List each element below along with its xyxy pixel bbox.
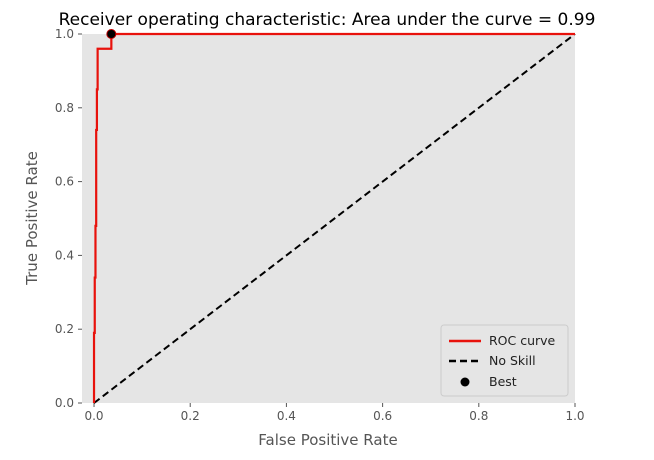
legend-roc-label: ROC curve: [489, 333, 556, 348]
no-skill-line: [93, 33, 576, 404]
y-tick-label: 0.2: [55, 322, 74, 336]
y-tick-label: 1.0: [55, 27, 74, 41]
y-tick-label: 0.6: [55, 175, 74, 189]
roc-curve-line: [92, 32, 575, 403]
y-axis-label: True Positive Rate: [23, 151, 41, 286]
y-tick-label: 0.8: [55, 101, 74, 115]
y-tick-label: 0.0: [55, 396, 74, 410]
legend: ROC curve No Skill Best: [440, 324, 569, 397]
x-tick-label: 0.6: [373, 409, 392, 423]
series-layer: [92, 32, 576, 404]
x-tick-label: 0.0: [84, 409, 103, 423]
y-tick-label: 0.4: [55, 248, 74, 262]
legend-no-skill-label: No Skill: [489, 353, 536, 368]
chart-title: Receiver operating characteristic: Area …: [59, 10, 596, 30]
ticks-layer: 0.0 0.2 0.4 0.6 0.8 1.0 0.0 0.2 0.4 0.6 0.8 1.0: [55, 27, 585, 423]
x-tick-label: 0.4: [277, 409, 296, 423]
x-axis-label: False Positive Rate: [258, 431, 397, 449]
legend-box: [440, 324, 569, 397]
x-tick-label: 1.0: [565, 409, 584, 423]
points-layer: [106, 29, 117, 39]
x-tick-label: 0.2: [181, 409, 200, 423]
legend-best-label: Best: [489, 374, 517, 389]
x-tick-label: 0.8: [469, 409, 488, 423]
legend-best-marker-swatch: [460, 377, 470, 387]
best-point-marker: [106, 29, 117, 39]
